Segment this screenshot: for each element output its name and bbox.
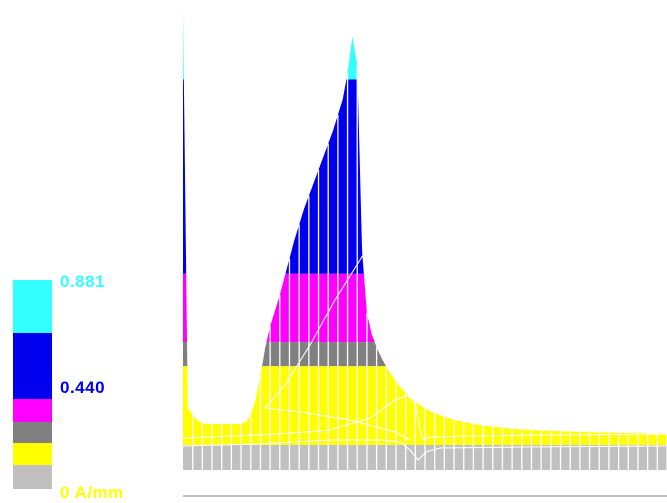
band-magenta: [183, 273, 667, 343]
band-dark-gray: [183, 342, 667, 367]
legend-swatch-yellow: [13, 443, 52, 465]
legend-max-label: 0.881: [60, 272, 106, 291]
legend-swatch-cyan: [13, 280, 52, 333]
color-legend: 0.881 0.440 0 A/mm: [0, 0, 170, 502]
band-cyan: [183, 10, 667, 80]
overlay-curve-rising: [264, 124, 415, 409]
color-bands: [183, 10, 667, 470]
legend-swatch-light-gray: [13, 465, 52, 489]
overlay-curve-lower: [182, 394, 667, 441]
legend-swatch-blue: [13, 333, 52, 399]
overlay-curve-base: [182, 439, 667, 461]
legend-swatch-magenta: [13, 399, 52, 422]
legend-mid-label: 0.440: [60, 378, 106, 397]
legend-min-label: 0 A/mm: [60, 483, 124, 502]
band-blue: [183, 79, 667, 274]
legend-swatch-dark-gray: [13, 422, 52, 443]
overlay-curves: [182, 124, 667, 461]
mesh-lines: [192, 65, 667, 470]
overlay-curve-left: [264, 407, 411, 441]
